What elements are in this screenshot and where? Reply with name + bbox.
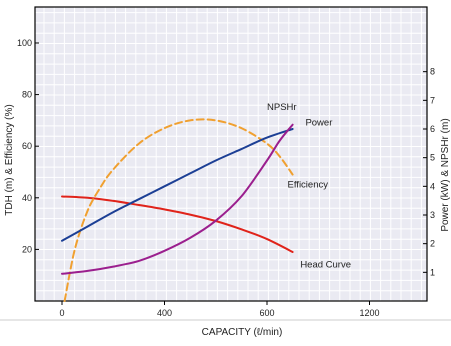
left-tick-label: 20	[22, 244, 32, 254]
x-tick-label: 1200	[359, 308, 379, 318]
series-power-line	[61, 128, 294, 242]
right-tick-label: 3	[430, 210, 435, 220]
series-efficiency-line	[63, 118, 294, 302]
annotation-efficiency: Efficiency	[288, 179, 329, 190]
right-tick-label: 7	[430, 95, 435, 105]
right-tick-label: 8	[430, 67, 435, 77]
left-tick-label: 100	[17, 38, 32, 48]
x-tick-label: 0	[59, 308, 64, 318]
series-head-curve-line	[61, 195, 294, 253]
y-axis-right-title: Power (kW) & NPSHr (m)	[440, 118, 451, 231]
annotation-power: Power	[305, 118, 332, 129]
right-tick-label: 5	[430, 153, 435, 163]
left-tick-label: 80	[22, 90, 32, 100]
left-tick-label: 40	[22, 193, 32, 203]
annotation-npshr: NPSHr	[267, 102, 297, 113]
x-tick-label: 400	[157, 308, 172, 318]
annotation-head-curve: Head Curve	[300, 259, 351, 270]
right-tick-label: 2	[430, 239, 435, 249]
y-axis-left-title: TDH (m) & Efficiency (%)	[4, 104, 15, 216]
x-tick-label: 600	[259, 308, 274, 318]
series-npshr-line	[61, 123, 294, 275]
left-tick-label: 60	[22, 141, 32, 151]
right-tick-label: 4	[430, 181, 435, 191]
x-axis-title: CAPACITY (ℓ/min)	[202, 327, 283, 338]
plot-frame	[34, 6, 428, 302]
right-tick-label: 6	[430, 124, 435, 134]
right-tick-label: 1	[430, 267, 435, 277]
